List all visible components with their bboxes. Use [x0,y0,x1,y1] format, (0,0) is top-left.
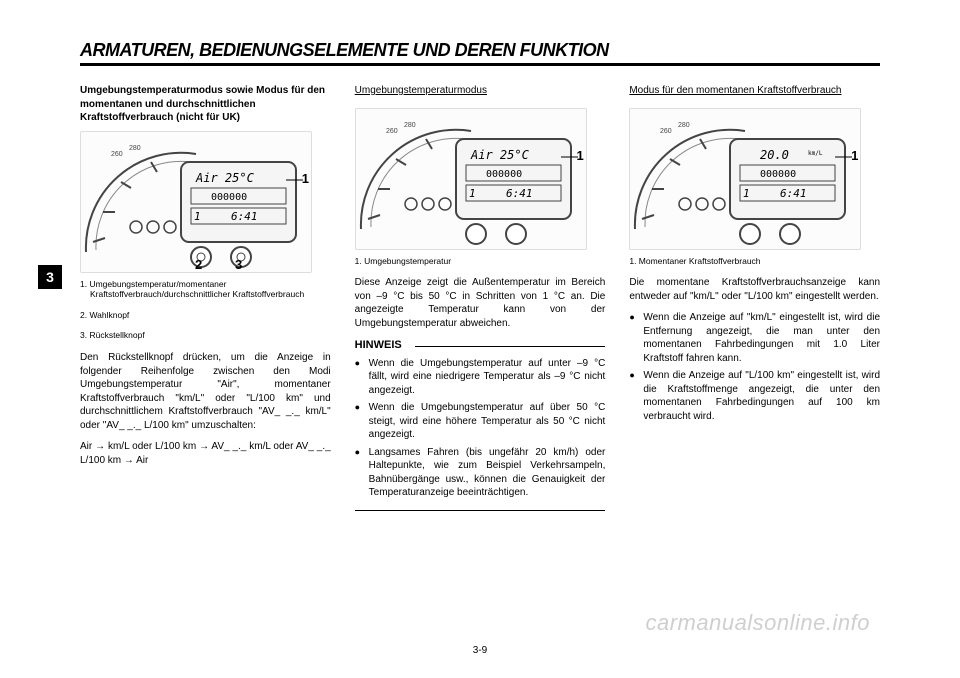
callout-1: 1 [851,147,858,165]
figure-1: 260 280 Air 25°C 000000 6:41 1 [80,131,312,273]
col3-bullet-2: Wenn die Anzeige auf "L/100 km" eingeste… [629,369,880,423]
svg-text:1: 1 [194,210,201,223]
section-header: ARMATUREN, BEDIENUNGSELEMENTE UND DEREN … [80,40,880,66]
svg-text:6:41: 6:41 [780,187,807,200]
column-1: Umgebungstemperaturmodus sowie Modus für… [80,84,331,511]
col2-body-1: Diese Anzeige zeigt die Außentemperatur … [355,276,606,330]
col2-bullets: Wenn die Umgebungstemperatur auf unter –… [355,357,606,500]
section-title: ARMATUREN, BEDIENUNGSELEMENTE UND DEREN … [80,40,880,61]
svg-text:1: 1 [469,187,476,200]
svg-text:1: 1 [743,187,750,200]
svg-text:280: 280 [678,122,690,129]
callout-3: 3 [235,256,242,273]
svg-text:Air 25°C: Air 25°C [470,148,530,162]
callout-1: 1 [576,147,583,165]
manual-page: ARMATUREN, BEDIENUNGSELEMENTE UND DEREN … [0,0,960,678]
svg-text:280: 280 [404,122,416,129]
figure-3: 260 280 20.0 km/L 000000 6:41 1 [629,108,861,250]
col1-body-1: Den Rückstellknopf drücken, um die Anzei… [80,351,331,432]
col2-bullet-2: Wenn die Umgebungstemperatur auf über 50… [355,401,606,442]
hinweis-heading: HINWEIS [355,338,606,353]
col1-body-2: Air → km/L oder L/100 km → AV_ _._ km/L … [80,440,331,467]
svg-text:6:41: 6:41 [231,210,258,223]
content-columns: Umgebungstemperaturmodus sowie Modus für… [80,84,880,511]
col2-bullet-1: Wenn die Umgebungstemperatur auf unter –… [355,357,606,398]
fig1-caption-3: 3. Rückstellknopf [80,330,331,341]
svg-text:km/L: km/L [808,150,823,157]
fig3-caption: 1. Momentaner Kraftstoffverbrauch [629,256,880,267]
svg-text:000000: 000000 [211,192,247,203]
col2-bullet-3: Langsames Fahren (bis ungefähr 20 km/h) … [355,446,606,500]
svg-text:000000: 000000 [760,169,796,180]
svg-text:260: 260 [111,151,123,158]
figure-2: 260 280 Air 25°C 000000 6:41 1 1 [355,108,587,250]
callout-2: 2 [195,256,202,273]
chapter-tab: 3 [38,265,62,289]
column-2: Umgebungstemperaturmodus 260 280 Air 25°… [355,84,606,511]
col2-heading: Umgebungstemperaturmodus [355,84,487,98]
hinweis-label: HINWEIS [355,339,402,351]
col3-body-1: Die momentane Kraftstoffverbrauchsanzeig… [629,276,880,303]
svg-text:260: 260 [386,128,398,135]
fig2-caption: 1. Umgebungstemperatur [355,256,606,267]
fig1-caption-2: 2. Wahlknopf [80,310,331,321]
page-number: 3-9 [0,645,960,656]
svg-text:20.0: 20.0 [760,148,789,162]
svg-text:000000: 000000 [486,169,522,180]
col3-heading: Modus für den momentanen Kraftstoffverbr… [629,84,841,98]
watermark: carmanualsonline.info [645,610,870,636]
column-3: Modus für den momentanen Kraftstoffverbr… [629,84,880,511]
col1-heading: Umgebungstemperaturmodus sowie Modus für… [80,84,331,125]
hinweis-end-rule [355,510,606,511]
svg-text:280: 280 [129,145,141,152]
svg-text:260: 260 [660,128,672,135]
svg-text:6:41: 6:41 [506,187,533,200]
col3-bullets: Wenn die Anzeige auf "km/L" eingestellt … [629,311,880,423]
col3-bullet-1: Wenn die Anzeige auf "km/L" eingestellt … [629,311,880,365]
svg-text:Air 25°C: Air 25°C [195,171,255,185]
fig1-caption-1: 1. Umgebungstemperatur/momentaner Krafts… [80,279,331,300]
callout-1: 1 [302,170,309,188]
